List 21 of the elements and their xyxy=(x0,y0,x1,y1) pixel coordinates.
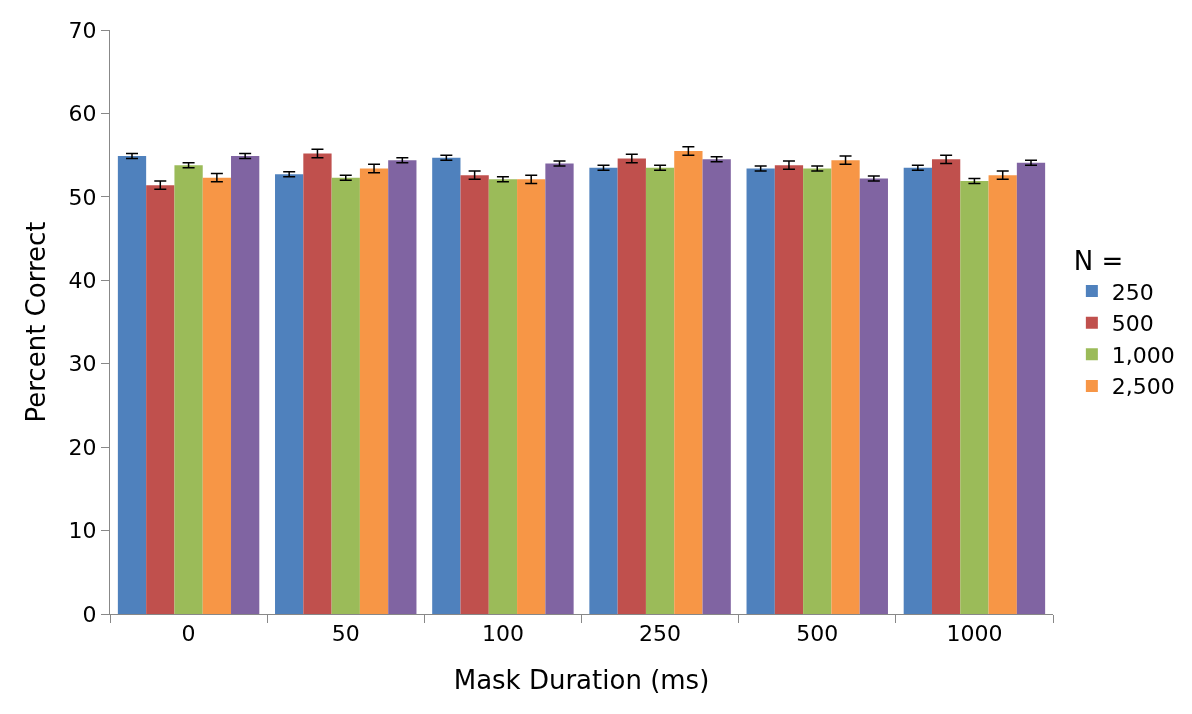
x-tick-label: 500 xyxy=(796,621,839,647)
x-tick-label: 50 xyxy=(331,621,360,647)
y-tick-label: 30 xyxy=(68,351,97,377)
legend-title: N = xyxy=(1073,246,1124,277)
legend-label: 250 xyxy=(1111,279,1154,305)
x-tick-label: 0 xyxy=(181,621,196,647)
y-axis-title: Percent Correct xyxy=(21,221,51,423)
y-tick-label: 10 xyxy=(68,518,97,544)
x-tick-label: 250 xyxy=(639,621,682,647)
legend-label: 500 xyxy=(1111,311,1154,337)
y-tick-label: 60 xyxy=(68,101,97,127)
x-tick-label: 1000 xyxy=(946,621,1003,647)
legend-label: 1,000 xyxy=(1111,342,1175,368)
y-tick-label: 70 xyxy=(68,17,97,43)
y-tick-label: 20 xyxy=(68,434,97,460)
x-axis-title: Mask Duration (ms) xyxy=(453,665,710,696)
y-tick-label: 40 xyxy=(68,267,97,293)
x-tick-label: 100 xyxy=(481,621,524,647)
y-tick-label: 50 xyxy=(68,184,97,210)
y-tick-label: 0 xyxy=(82,601,97,627)
legend-label: 2,500 xyxy=(1111,374,1175,400)
